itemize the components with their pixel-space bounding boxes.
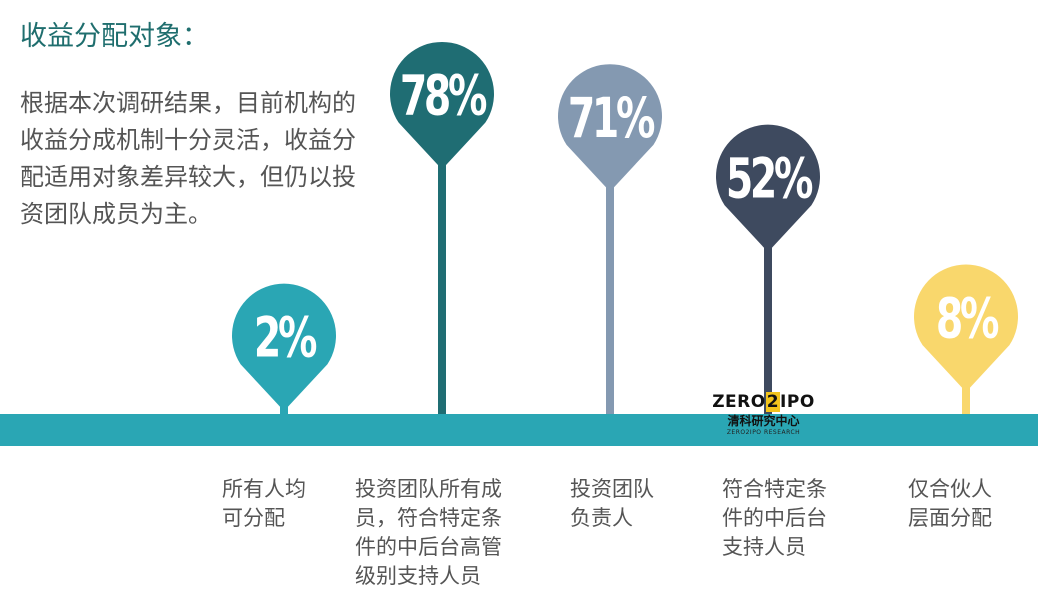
category-label-line: 员，符合特定条	[355, 506, 502, 530]
pin-head-2	[389, 41, 494, 170]
pin-stem-4	[764, 228, 772, 416]
category-label-4: 符合特定条件的中后台支持人员	[722, 475, 827, 562]
category-label-line: 件的中后台	[722, 506, 827, 530]
pin-stem-5	[962, 368, 970, 416]
pin-stem-2	[438, 145, 446, 416]
logo-main-text: ZERO2IPO	[712, 392, 815, 412]
pin-stem-3	[606, 168, 614, 416]
category-label-line: 投资团队所有成	[355, 477, 502, 501]
category-label-line: 符合特定条	[722, 477, 827, 501]
category-label-line: 可分配	[222, 506, 285, 530]
value-label-1: 2%	[254, 307, 317, 370]
logo-sub-text: 清科研究中心	[727, 414, 800, 428]
category-label-5: 仅合伙人 层面分配	[908, 475, 992, 533]
logo-tiny-text: ZERO2IPO RESEARCH	[726, 429, 801, 436]
category-label-line: 所有人均	[222, 477, 306, 501]
pin-head-1	[232, 283, 337, 412]
category-label-line: 层面分配	[908, 506, 992, 530]
value-label-3: 71%	[568, 87, 655, 150]
baseline-bar	[0, 414, 1038, 446]
category-label-2: 投资团队所有成 员，符合特定条 件的中后台高管 级别支持人员	[355, 475, 502, 591]
category-label-line: 级别支持人员	[355, 564, 481, 588]
category-label-line: 支持人员	[722, 535, 806, 559]
value-label-2: 78%	[400, 65, 487, 128]
page-title: 收益分配对象：	[20, 21, 209, 52]
value-label-5: 8%	[936, 288, 999, 351]
description-text: 根据本次调研结果，目前机构的收益分成机制十分灵活，收益分配适用对象差异较大，但仍…	[20, 89, 356, 228]
category-label-3: 投资团队 负责人	[570, 475, 654, 533]
category-label-line: 仅合伙人	[908, 477, 992, 501]
category-label-line: 负责人	[570, 506, 633, 530]
category-label-line: 件的中后台高管	[355, 535, 502, 559]
zero2ipo-logo: ZERO2IPO 清科研究中心 ZERO2IPO RESEARCH	[706, 392, 821, 436]
pin-head-4	[716, 124, 821, 253]
value-label-4: 52%	[726, 148, 813, 211]
pin-head-3	[558, 64, 663, 192]
category-label-line: 投资团队	[570, 477, 654, 501]
category-label-1: 所有人均 可分配	[222, 475, 306, 533]
pin-head-5	[914, 264, 1018, 392]
